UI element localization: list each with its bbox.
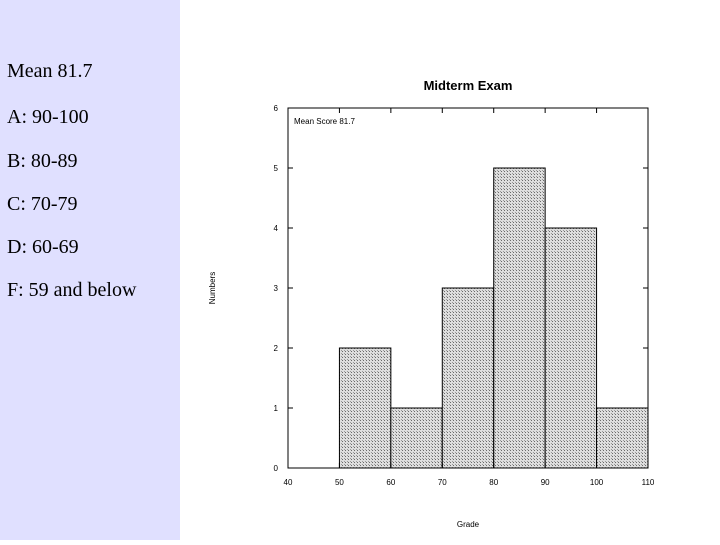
x-tick-label: 100 (590, 478, 604, 487)
histogram-bar-70-80 (441, 287, 495, 469)
y-tick-label: 3 (274, 284, 279, 293)
x-tick-label: 90 (541, 478, 550, 487)
x-tick-label: 110 (642, 478, 655, 487)
x-axis-label: Grade (457, 520, 480, 529)
chart-title: Midterm Exam (424, 78, 513, 93)
histogram-bar-100-110 (596, 407, 649, 469)
histogram-bar-50-60 (338, 347, 392, 469)
grade-f-line: F: 59 and below (7, 279, 137, 301)
x-tick-label: 80 (489, 478, 498, 487)
y-axis-label: Numbers (208, 272, 217, 304)
histogram-bar-90-100 (544, 227, 598, 469)
grade-b-line: B: 80-89 (7, 150, 78, 172)
histogram-svg: Midterm Exam 40 50 60 70 80 90 100 110 0 1 2 3 4 5 6 M… (208, 78, 655, 529)
grade-d-line: D: 60-69 (7, 236, 79, 258)
y-tick-label: 1 (274, 404, 279, 413)
grade-c-line: C: 70-79 (7, 193, 78, 215)
x-tick-label: 40 (284, 478, 293, 487)
mean-score-annotation: Mean Score 81.7 (294, 117, 355, 126)
x-tick-label: 70 (438, 478, 447, 487)
histogram-chart: Midterm Exam 40 50 60 70 80 90 100 110 0 1 2 3 4 5 6 M… (180, 0, 720, 540)
y-tick-label: 4 (274, 224, 279, 233)
x-tick-label: 50 (335, 478, 344, 487)
y-tick-label: 6 (274, 104, 279, 113)
x-tick-label: 60 (386, 478, 395, 487)
grade-a-line: A: 90-100 (7, 106, 89, 128)
y-tick-label: 0 (274, 464, 279, 473)
y-tick-label: 2 (274, 344, 279, 353)
mean-line: Mean 81.7 (7, 60, 93, 82)
histogram-bar-80-90 (493, 167, 546, 469)
y-tick-label: 5 (274, 164, 279, 173)
histogram-bar-60-70 (390, 407, 443, 469)
grade-scale-sidebar: Mean 81.7 A: 90-100 B: 80-89 C: 70-79 D:… (0, 0, 180, 540)
